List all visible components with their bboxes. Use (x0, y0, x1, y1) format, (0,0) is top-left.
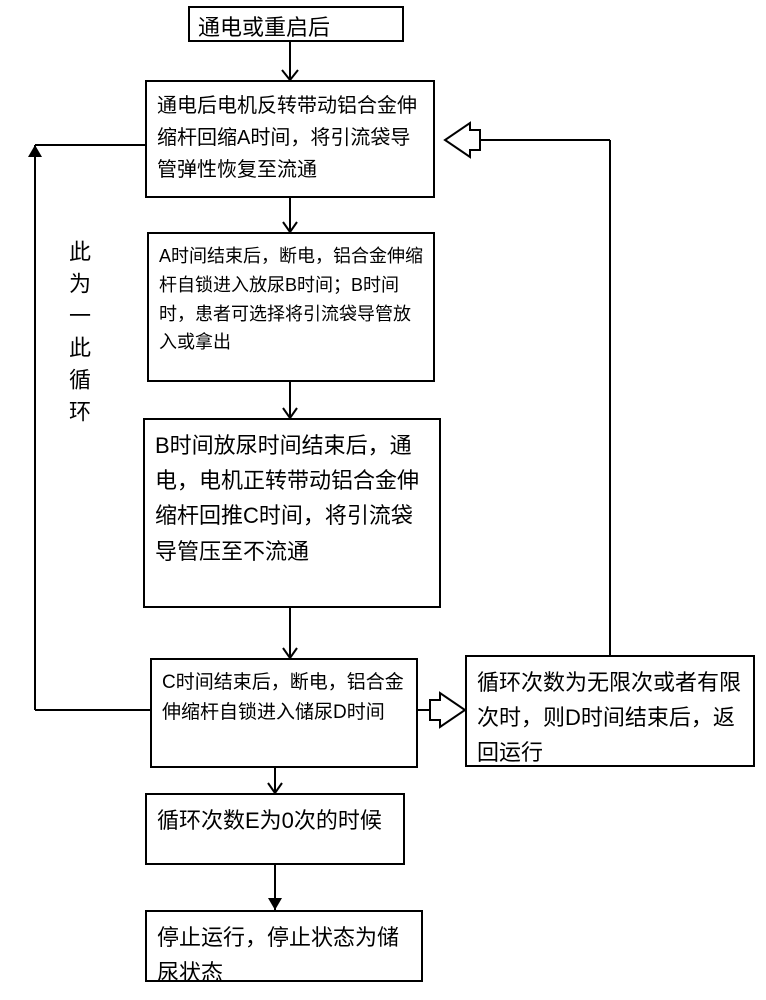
open-arrow-left (445, 123, 480, 157)
node-count-e: 循环次数E为0次的时候 (145, 793, 405, 865)
node-stop: 停止运行，停止状态为储尿状态 (145, 910, 423, 982)
arrowhead-left-top (28, 145, 42, 157)
arrowhead-e-stop (268, 898, 282, 910)
node-step-a: 通电后电机反转带动铝合金伸缩杆回缩A时间，将引流袋导管弹性恢复至流通 (145, 80, 435, 198)
arrowhead-b-c (283, 408, 297, 418)
arrowhead-c-d (283, 648, 297, 658)
edge-loop-return (445, 123, 610, 655)
arrowhead-d-e (268, 783, 282, 793)
node-loop-r: 循环次数为无限次或者有限次时，则D时间结束后，返回运行 (465, 655, 755, 767)
node-step-c: B时间放尿时间结束后，通电，电机正转带动铝合金伸缩杆回推C时间，将引流袋导管压至… (143, 418, 441, 608)
arrowhead-a-b (283, 222, 297, 232)
side-label: 此为一此循环 (62, 240, 94, 432)
edge-d-loop (418, 693, 465, 727)
open-arrow-right (430, 693, 465, 727)
node-start: 通电或重启后 (188, 6, 404, 42)
node-step-d: C时间结束后，断电，铝合金伸缩杆自锁进入储尿D时间 (150, 658, 418, 768)
arrowhead-start-a (282, 70, 298, 80)
node-step-b: A时间结束后，断电，铝合金伸缩杆自锁进入放尿B时间；B时间时，患者可选择将引流袋… (147, 232, 435, 382)
